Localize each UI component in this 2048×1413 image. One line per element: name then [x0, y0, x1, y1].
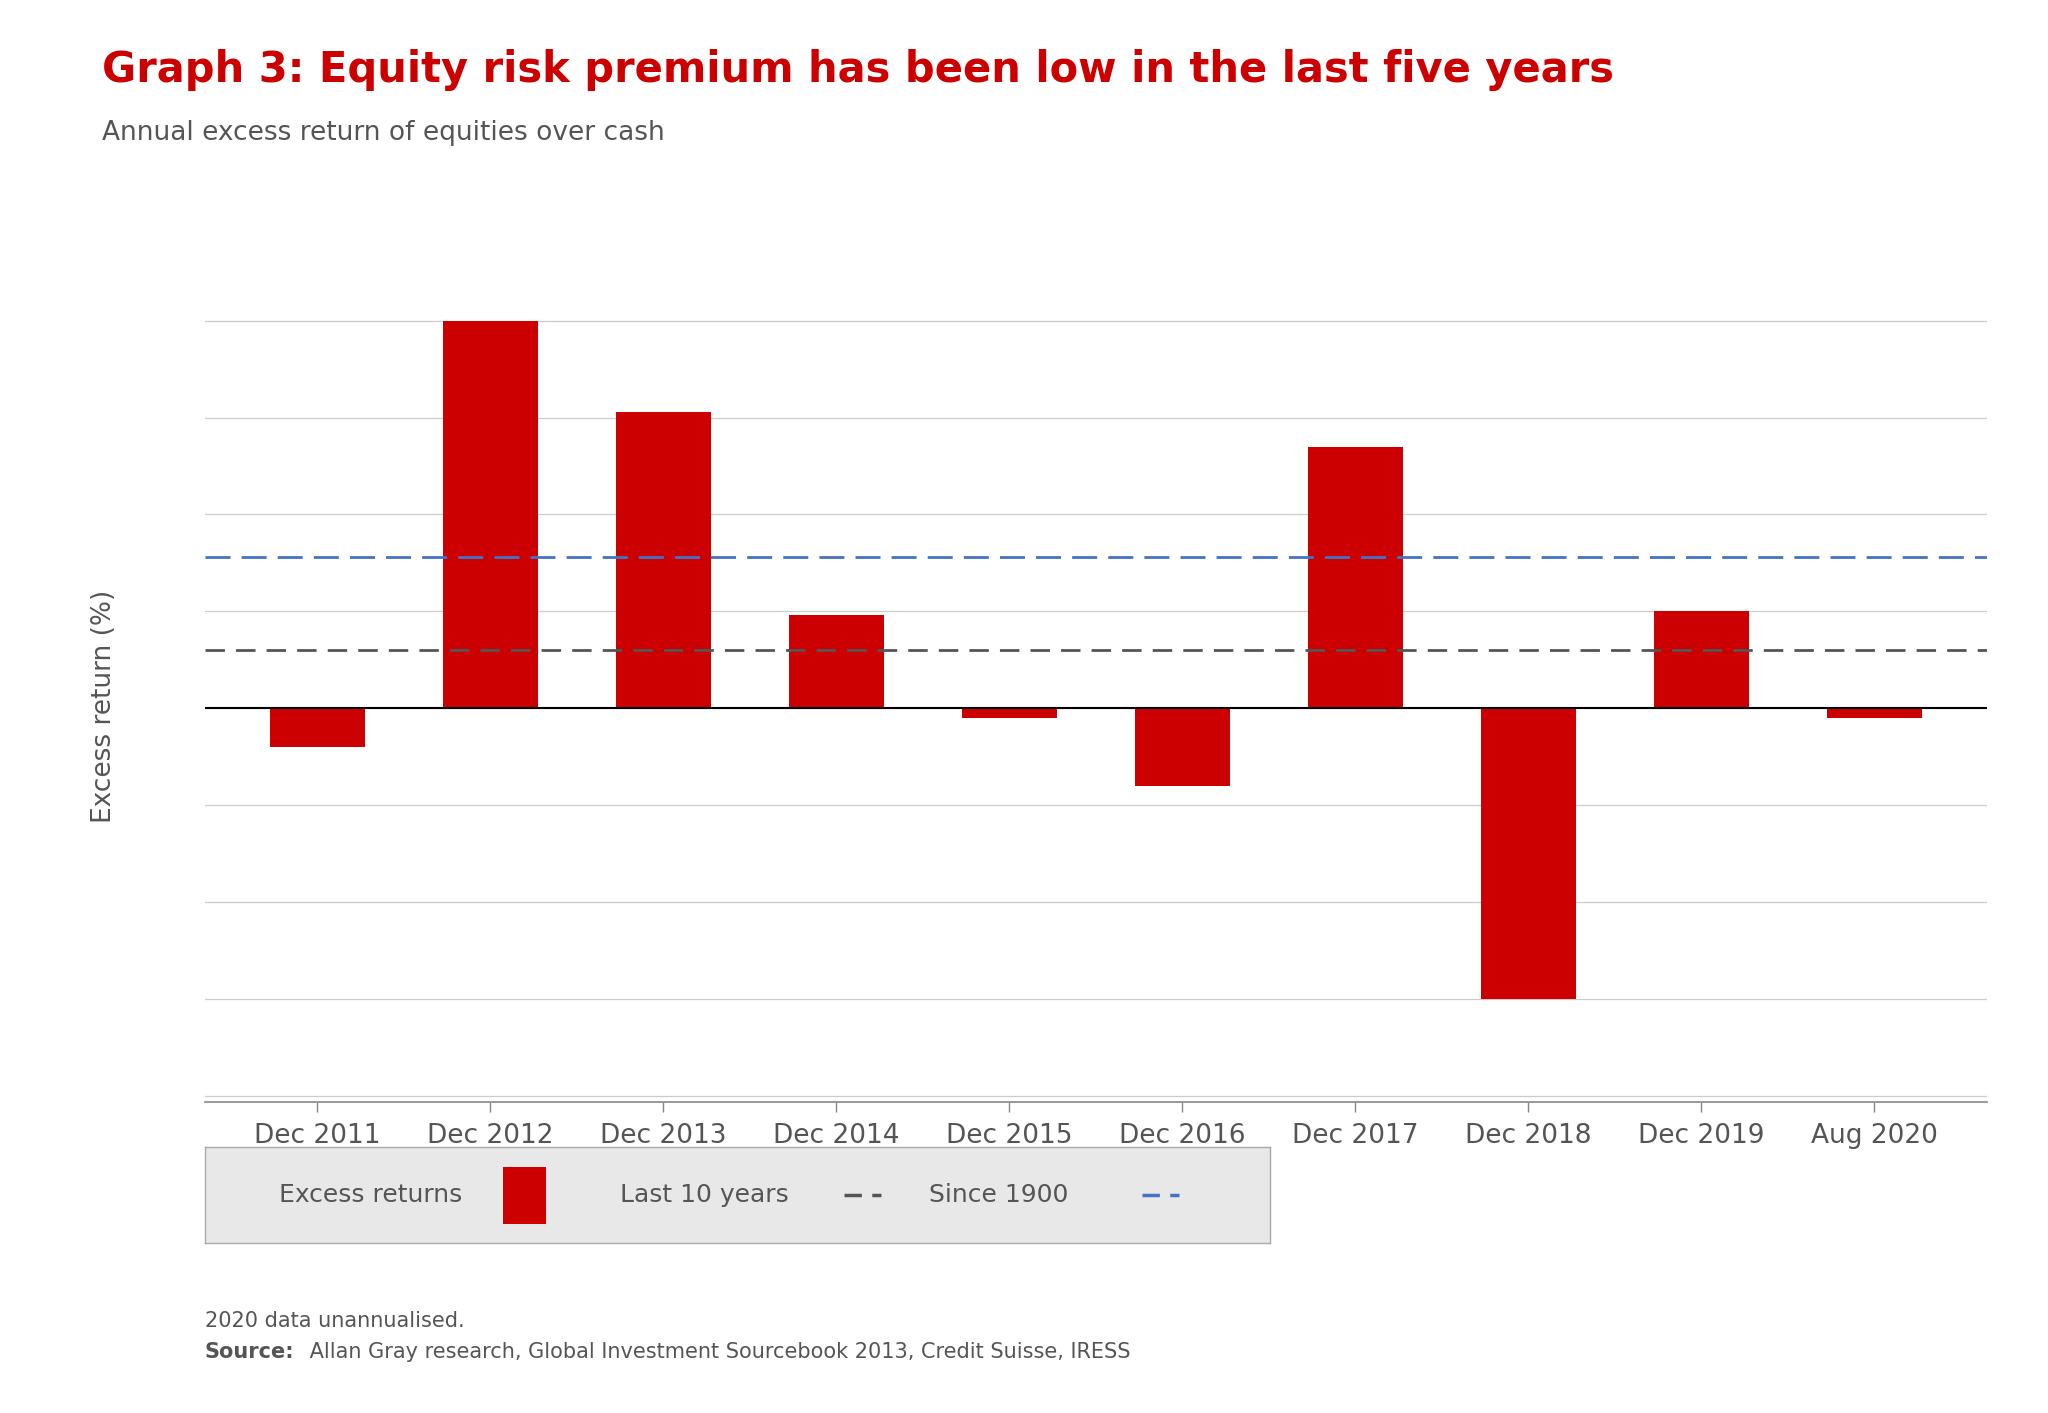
Bar	[616, 411, 711, 708]
Text: Allan Gray research, Global Investment Sourcebook 2013, Credit Suisse, IRESS: Allan Gray research, Global Investment S…	[303, 1342, 1130, 1362]
Text: Since 1900: Since 1900	[930, 1184, 1069, 1207]
Text: Excess returns: Excess returns	[279, 1184, 463, 1207]
Y-axis label: Excess return (%): Excess return (%)	[90, 589, 117, 824]
Bar	[963, 708, 1057, 718]
Bar	[270, 708, 365, 747]
Bar	[1827, 708, 1921, 718]
Text: Annual excess return of equities over cash: Annual excess return of equities over ca…	[102, 120, 666, 146]
Text: Source:: Source:	[205, 1342, 295, 1362]
Bar	[1307, 447, 1403, 708]
Bar	[788, 615, 885, 708]
Text: Last 10 years: Last 10 years	[621, 1184, 788, 1207]
Bar	[1481, 708, 1575, 999]
Bar	[1653, 612, 1749, 708]
Bar	[1135, 708, 1229, 786]
Text: 2020 data unannualised.: 2020 data unannualised.	[205, 1311, 465, 1331]
Bar	[442, 321, 539, 708]
Bar	[504, 1167, 545, 1224]
Text: Graph 3: Equity risk premium has been low in the last five years: Graph 3: Equity risk premium has been lo…	[102, 49, 1614, 92]
